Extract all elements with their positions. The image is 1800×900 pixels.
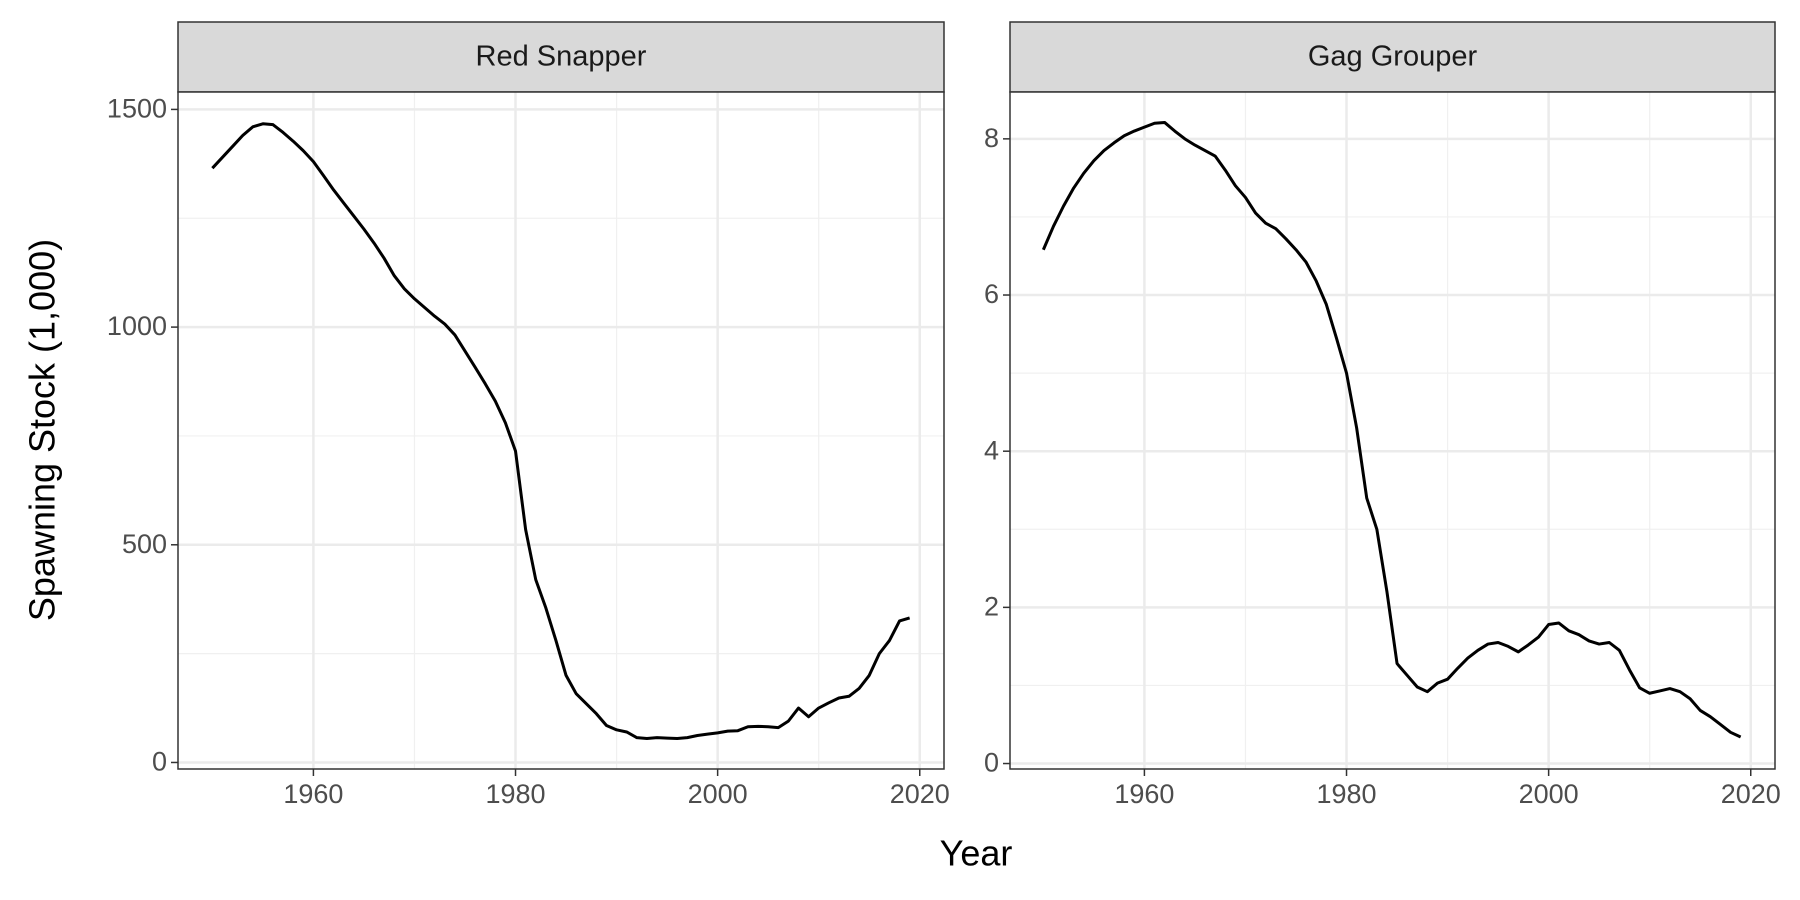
facet-strip: [177, 21, 945, 93]
x-tick-label: 1980: [1316, 779, 1376, 809]
data-line: [211, 122, 911, 741]
y-tick-label: 0: [152, 747, 167, 777]
panel-border: [177, 91, 945, 770]
x-tick-label: 1960: [1114, 779, 1174, 809]
data-line: [1041, 120, 1742, 739]
x-tick-label: 1980: [485, 779, 545, 809]
x-tick-label: 2020: [890, 779, 950, 809]
y-tick-label: 1000: [107, 311, 167, 341]
x-tick-label: 2000: [688, 779, 748, 809]
x-tick-label: 1960: [283, 779, 343, 809]
y-tick-label: 0: [984, 748, 999, 778]
panel-background: [178, 92, 944, 769]
y-tick-label: 6: [984, 279, 999, 309]
y-tick-label: 1500: [107, 94, 167, 124]
y-tick-label: 500: [122, 529, 167, 559]
panel-border: [1009, 91, 1776, 770]
x-axis-title: Year: [940, 833, 1013, 874]
facet-title: Red Snapper: [476, 41, 647, 73]
facet-title: Gag Grouper: [1308, 41, 1478, 73]
facet-strip: [1009, 21, 1776, 93]
y-tick-label: 8: [984, 123, 999, 153]
panel-background: [1010, 92, 1775, 769]
y-tick-label: 2: [984, 591, 999, 621]
y-axis-title: Spawning Stock (1,000): [22, 239, 63, 621]
x-tick-label: 2020: [1721, 779, 1781, 809]
x-tick-label: 2000: [1519, 779, 1579, 809]
y-tick-label: 4: [984, 435, 999, 465]
